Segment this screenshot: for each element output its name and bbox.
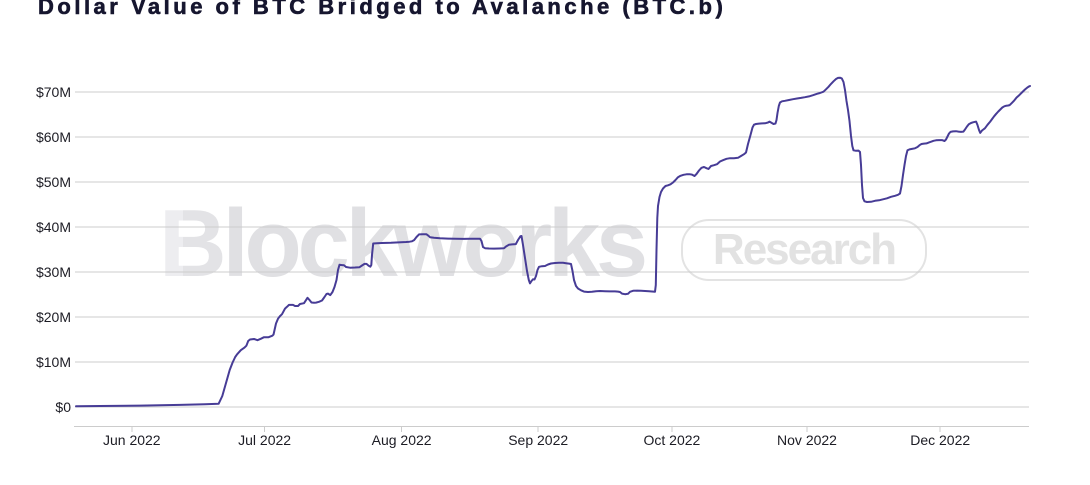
svg-text:Oct 2022: Oct 2022 (643, 432, 700, 448)
svg-text:Sep 2022: Sep 2022 (508, 432, 568, 448)
svg-text:Aug 2022: Aug 2022 (372, 432, 432, 448)
svg-text:$30M: $30M (36, 264, 71, 280)
svg-text:$60M: $60M (36, 129, 71, 145)
svg-text:Jun 2022: Jun 2022 (103, 432, 161, 448)
svg-text:Nov 2022: Nov 2022 (777, 432, 837, 448)
svg-text:$10M: $10M (36, 354, 71, 370)
svg-text:$70M: $70M (36, 84, 71, 100)
svg-text:$40M: $40M (36, 219, 71, 235)
svg-text:$50M: $50M (36, 174, 71, 190)
svg-text:Jul 2022: Jul 2022 (238, 432, 291, 448)
svg-text:$0: $0 (55, 399, 71, 415)
svg-text:Dec 2022: Dec 2022 (910, 432, 970, 448)
svg-text:$20M: $20M (36, 309, 71, 325)
